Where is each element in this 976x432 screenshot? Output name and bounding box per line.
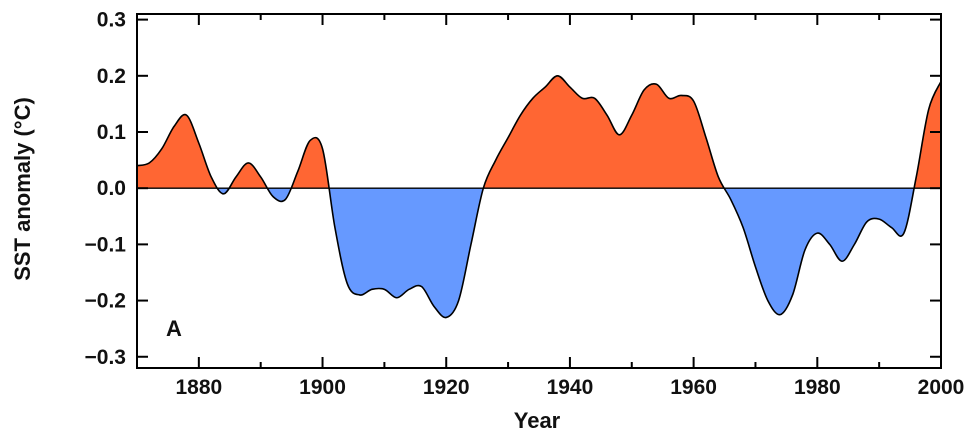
- y-tick-label: 0.0: [97, 177, 126, 200]
- positive-anomaly-area: [137, 75, 941, 189]
- anomaly-curve: [136, 75, 942, 319]
- x-axis: 1880 1900 1920 1940 1960 1980 2000: [136, 14, 965, 399]
- negative-anomaly-area: [217, 188, 915, 318]
- x-tick-label: 1960: [670, 376, 717, 399]
- y-axis: −0.3 −0.2 −0.1 0.0 0.1 0.2 0.3: [85, 9, 941, 369]
- y-tick-label: −0.2: [85, 290, 126, 313]
- y-tick-label: 0.1: [97, 121, 127, 144]
- x-tick-label: 1900: [299, 376, 346, 399]
- x-tick-label: 2000: [918, 376, 965, 399]
- x-tick-label: 1880: [175, 376, 222, 399]
- y-tick-label: −0.1: [85, 233, 127, 256]
- x-tick-label: 1980: [794, 376, 841, 399]
- y-tick-label: 0.3: [97, 9, 126, 32]
- y-tick-label: 0.2: [97, 65, 126, 88]
- anomaly-lines: [136, 75, 942, 319]
- y-tick-label: −0.3: [85, 346, 126, 369]
- x-tick-label: 1940: [547, 376, 594, 399]
- x-axis-title: Year: [514, 408, 561, 432]
- panel-label: A: [166, 316, 182, 341]
- plot-frame: [136, 13, 942, 369]
- anomaly-fills: [137, 75, 941, 318]
- x-tick-label: 1920: [423, 376, 470, 399]
- y-axis-title: SST anomaly (°C): [10, 97, 35, 281]
